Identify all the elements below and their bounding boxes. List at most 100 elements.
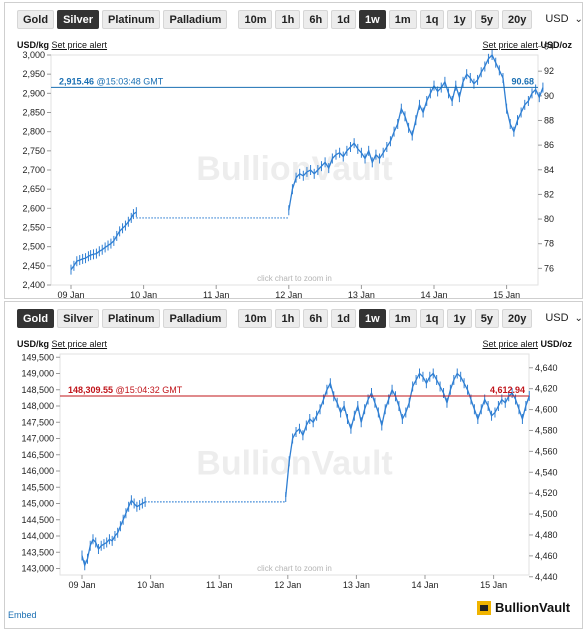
x-tick-label: 10 Jan [130,290,157,298]
set-price-alert-link-right[interactable]: Set price alert [482,40,538,50]
x-tick-label: 11 Jan [206,580,232,590]
range-button-1y[interactable]: 1y [447,308,472,328]
range-button-6h[interactable]: 6h [303,308,329,328]
left-tick-label: 2,800 [22,127,45,137]
left-tick-label: 2,450 [22,261,45,271]
x-tick-label: 09 Jan [57,290,84,298]
metal-button-platinum[interactable]: Platinum [102,308,161,328]
left-tick-label: 148,500 [21,385,54,395]
right-tick-label: 4,560 [535,446,558,456]
right-tick-label: 78 [544,239,554,249]
right-unit-label: USD/oz [540,40,573,50]
right-tick-label: 86 [544,140,554,150]
left-tick-label: 145,500 [21,482,54,492]
plot-area [59,353,530,576]
series-line [81,499,146,568]
metal-button-platinum[interactable]: Platinum [102,9,161,29]
range-button-6h[interactable]: 6h [303,9,329,29]
left-tick-label: 2,950 [22,69,45,79]
right-tick-label: 82 [544,189,554,199]
right-tick-label: 4,520 [535,488,558,498]
chart-header-left: USD/kg Set price alert [17,40,107,50]
x-tick-label: 12 Jan [274,580,301,590]
left-tick-label: 2,850 [22,108,45,118]
range-button-10m[interactable]: 10m [238,9,273,29]
right-tick-label: 88 [544,115,554,125]
range-button-5y[interactable]: 5y [474,308,499,328]
left-tick-label: 2,750 [22,146,45,156]
bullionvault-logo-icon [477,600,491,615]
right-tick-label: 84 [544,165,554,175]
currency-select[interactable]: USD ⌄ [541,10,585,29]
left-unit-label: USD/kg [17,40,50,50]
x-tick-label: 13 Jan [348,290,375,298]
current-price-value: 2,915.46 [59,76,97,86]
chart-header-left: USD/kg Set price alert [17,339,107,349]
right-unit-label: USD/oz [540,339,573,349]
right-tick-label: 4,500 [535,509,558,519]
chart-toolbar: Gold Silver Platinum Palladium 10m 1h 6h… [17,307,585,329]
left-tick-label: 2,700 [22,165,45,175]
left-tick-label: 144,500 [21,515,54,525]
x-tick-label: 15 Jan [493,290,520,298]
metal-button-palladium[interactable]: Palladium [163,9,228,29]
current-price-oz-label: 90.68 [511,76,534,86]
range-button-1q[interactable]: 1q [419,308,445,328]
range-button-1d[interactable]: 1d [331,9,357,29]
metal-button-gold[interactable]: Gold [17,308,55,328]
currency-value: USD [545,12,569,25]
metal-button-silver[interactable]: Silver [57,308,100,328]
right-tick-label: 76 [544,263,554,273]
set-price-alert-link-right[interactable]: Set price alert [482,339,538,349]
left-tick-label: 3,000 [22,50,45,60]
x-tick-label: 10 Jan [137,580,164,590]
metal-button-silver[interactable]: Silver [57,9,100,29]
left-tick-label: 145,000 [21,499,54,509]
embed-link[interactable]: Embed [8,610,37,620]
zoom-hint: click chart to zoom in [257,274,332,283]
current-price-time: @15:03:48 GMT [97,76,164,86]
x-tick-label: 09 Jan [68,580,95,590]
x-tick-label: 12 Jan [275,290,302,298]
left-tick-label: 148,000 [21,401,54,411]
currency-select[interactable]: USD ⌄ [541,309,585,328]
left-tick-label: 146,000 [21,466,54,476]
right-tick-label: 80 [544,214,554,224]
right-tick-label: 4,620 [535,384,558,394]
set-price-alert-link-left[interactable]: Set price alert [51,339,108,349]
left-tick-label: 147,000 [21,434,54,444]
range-button-1y[interactable]: 1y [447,9,472,29]
metal-button-gold[interactable]: Gold [17,9,55,29]
range-button-1h[interactable]: 1h [275,9,301,29]
series-line [285,372,530,498]
right-tick-label: 4,600 [535,405,558,415]
x-tick-label: 11 Jan [203,290,229,298]
right-tick-label: 4,460 [535,551,558,561]
current-price-oz-label: 4,612.94 [490,385,525,395]
right-tick-label: 4,640 [535,363,558,373]
metal-button-palladium[interactable]: Palladium [163,308,228,328]
range-button-1m[interactable]: 1m [388,9,417,29]
left-unit-label: USD/kg [17,339,50,349]
range-button-20y[interactable]: 20y [501,9,533,29]
current-price-value: 148,309.55 [68,385,116,395]
gold-chart-panel: Gold Silver Platinum Palladium 10m 1h 6h… [4,301,583,629]
left-tick-label: 2,900 [22,88,45,98]
set-price-alert-link-left[interactable]: Set price alert [51,40,108,50]
chevron-down-icon: ⌄ [574,312,583,324]
range-button-1m[interactable]: 1m [388,308,417,328]
left-tick-label: 2,650 [22,184,45,194]
gold-price-chart[interactable]: BullionVault click chart to zoom in 143,00… [5,302,582,628]
range-button-10m[interactable]: 10m [238,308,273,328]
range-button-20y[interactable]: 20y [501,308,533,328]
range-button-1w[interactable]: 1w [359,308,386,328]
currency-value: USD [545,311,569,324]
zoom-hint: click chart to zoom in [257,564,332,573]
range-button-5y[interactable]: 5y [474,9,499,29]
range-button-1w[interactable]: 1w [359,9,386,29]
right-tick-label: 92 [544,66,554,76]
range-button-1q[interactable]: 1q [419,9,445,29]
range-button-1h[interactable]: 1h [275,308,301,328]
range-button-1d[interactable]: 1d [331,308,357,328]
